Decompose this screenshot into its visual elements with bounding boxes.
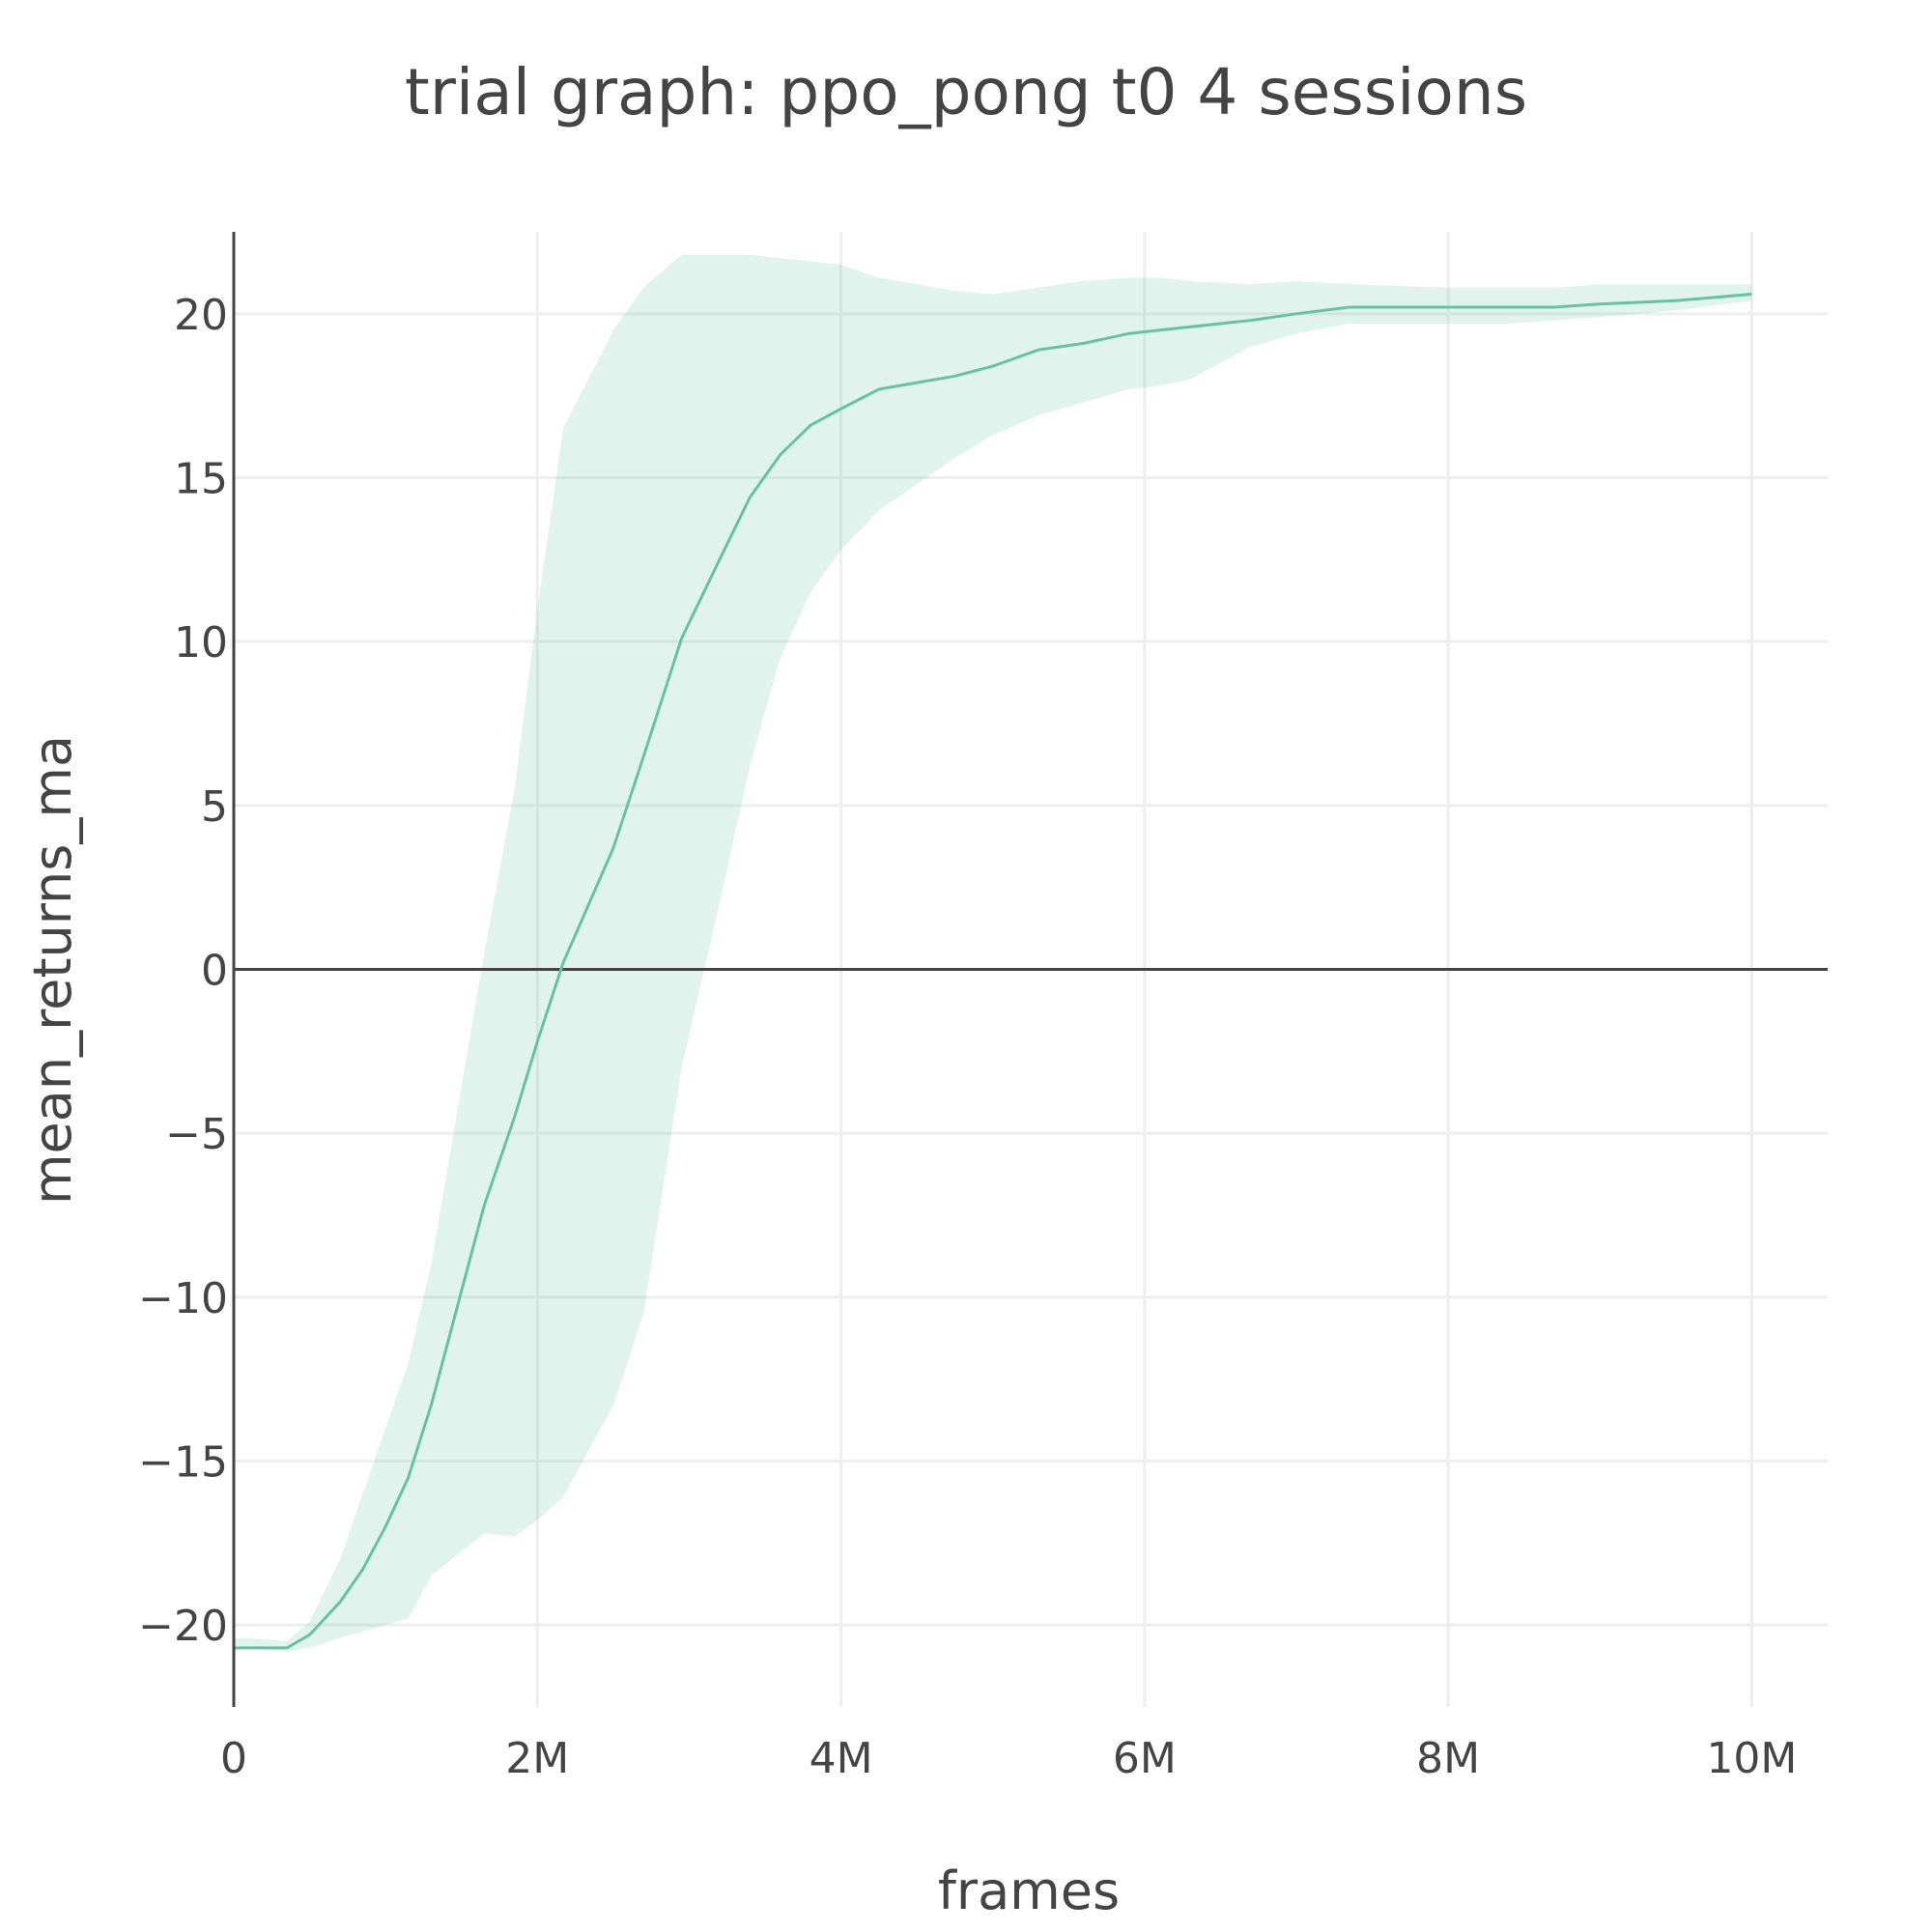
y-tick-label: 5 <box>201 782 228 832</box>
y-axis-title: mean_returns_ma <box>22 735 83 1205</box>
x-tick-label: 0 <box>220 1734 247 1783</box>
y-tick-label: 10 <box>174 618 228 668</box>
y-tick-label: −15 <box>138 1438 228 1488</box>
chart-title: trial graph: ppo_pong t0 4 sessions <box>405 55 1527 129</box>
x-tick-label: 10M <box>1706 1734 1797 1783</box>
x-tick-label: 4M <box>810 1734 873 1783</box>
y-tick-label: −10 <box>138 1274 228 1323</box>
series-line <box>234 293 1752 1650</box>
x-axis-title: frames <box>938 1861 1120 1921</box>
x-tick-label: 8M <box>1416 1734 1480 1783</box>
series-band <box>234 254 1752 1652</box>
x-tick-label: 6M <box>1113 1734 1177 1783</box>
y-tick-label: 0 <box>201 947 228 996</box>
y-tick-label: 20 <box>174 291 228 340</box>
y-tick-label: −5 <box>165 1110 228 1159</box>
y-axis-ticks: −20 −15 −10 −5 0 5 10 15 20 <box>138 291 228 1651</box>
y-tick-label: 15 <box>174 455 228 504</box>
y-tick-label: −20 <box>138 1602 228 1651</box>
x-axis-ticks: 0 2M 4M 6M 8M 10M <box>220 1734 1797 1783</box>
x-tick-label: 2M <box>505 1734 569 1783</box>
